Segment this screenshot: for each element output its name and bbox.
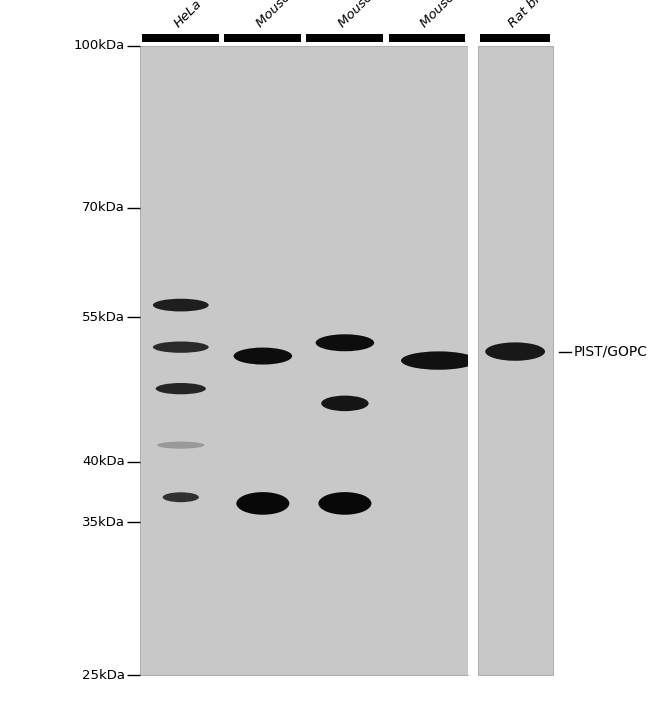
Ellipse shape [316,334,374,351]
FancyBboxPatch shape [468,34,478,675]
Ellipse shape [153,341,209,353]
Ellipse shape [401,351,476,370]
Ellipse shape [155,383,206,395]
Text: 55kDa: 55kDa [82,311,125,324]
Text: 40kDa: 40kDa [82,455,125,468]
FancyBboxPatch shape [140,46,468,675]
Text: PIST/GOPC: PIST/GOPC [573,344,647,358]
Ellipse shape [162,492,199,502]
Text: 25kDa: 25kDa [82,669,125,682]
Ellipse shape [153,299,209,312]
FancyBboxPatch shape [307,34,384,42]
Text: Rat brain: Rat brain [506,0,558,30]
Ellipse shape [233,348,292,365]
FancyBboxPatch shape [142,34,219,42]
Ellipse shape [321,396,369,411]
Text: 100kDa: 100kDa [73,40,125,52]
Text: 35kDa: 35kDa [82,516,125,529]
Ellipse shape [485,342,545,361]
Text: Mouse brain: Mouse brain [418,0,484,30]
FancyBboxPatch shape [224,34,302,42]
Ellipse shape [237,492,289,515]
FancyBboxPatch shape [480,34,550,42]
Text: Mouse kidney: Mouse kidney [254,0,328,30]
Ellipse shape [157,442,205,449]
Text: 70kDa: 70kDa [82,201,125,214]
Text: Mouse liver: Mouse liver [335,0,398,30]
Ellipse shape [318,492,371,515]
Text: HeLa: HeLa [172,0,205,30]
FancyBboxPatch shape [478,46,552,675]
FancyBboxPatch shape [389,34,465,42]
